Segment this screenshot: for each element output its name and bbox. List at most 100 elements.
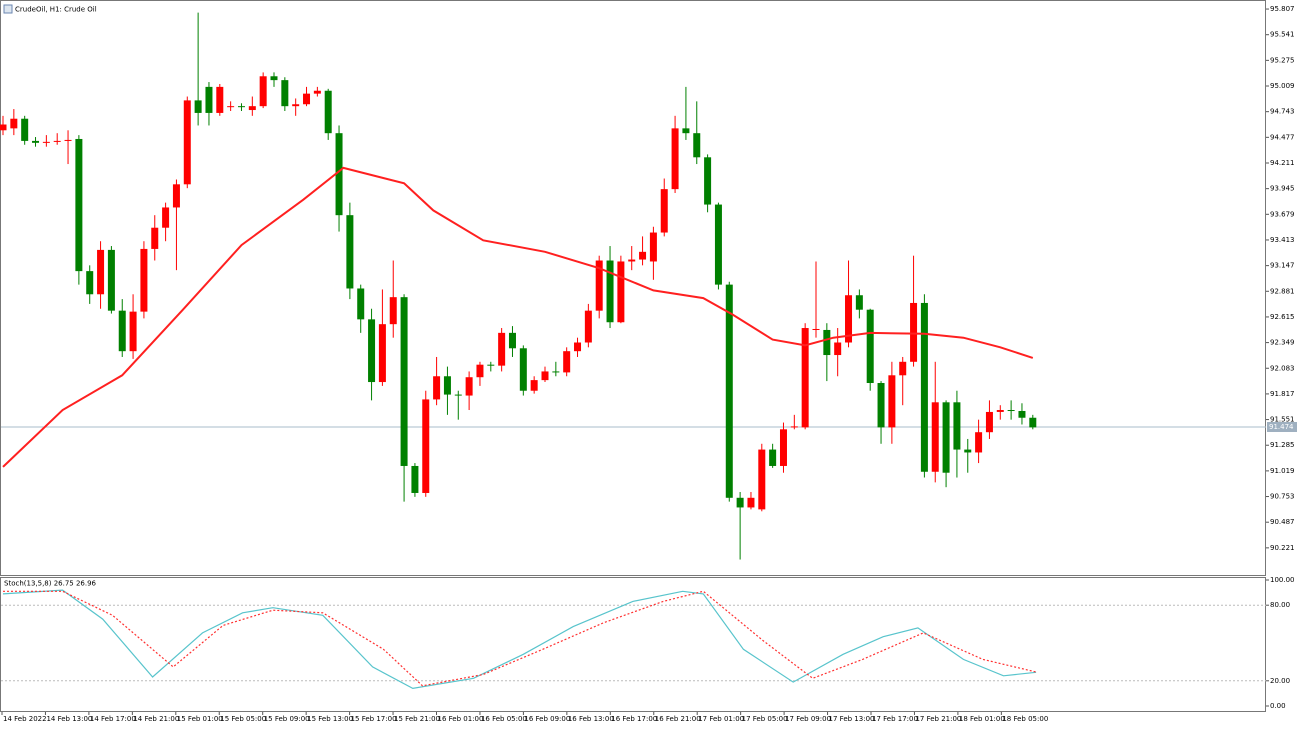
- x-tick-label: 15 Feb 09:00: [264, 715, 310, 723]
- y-tick-label: 20.00: [1270, 677, 1290, 685]
- candle-body: [86, 271, 94, 295]
- candle-body: [140, 248, 148, 312]
- candle-body: [628, 259, 636, 262]
- x-tick-label: 17 Feb 09:00: [785, 715, 831, 723]
- candle-body: [465, 377, 473, 396]
- y-tick-label: 92.083: [1270, 364, 1295, 372]
- x-tick-label: 17 Feb 05:00: [742, 715, 788, 723]
- candle-body: [227, 106, 235, 108]
- candle-body: [823, 329, 831, 356]
- candle-body: [1018, 410, 1026, 418]
- x-tick-label: 17 Feb 17:00: [872, 715, 918, 723]
- x-tick-label: 16 Feb 09:00: [524, 715, 570, 723]
- candle-body: [801, 328, 809, 428]
- y-tick-label: 91.551: [1270, 416, 1295, 424]
- candle-body: [563, 351, 571, 373]
- candle-body: [433, 376, 441, 400]
- candle-body: [899, 361, 907, 376]
- candle-body: [985, 411, 993, 433]
- y-tick-label: 90.221: [1270, 544, 1295, 552]
- candle-body: [1007, 410, 1015, 412]
- moving-average: [2, 166, 1034, 468]
- candle-body: [931, 402, 939, 472]
- candle-body: [64, 139, 72, 141]
- candle-body: [346, 215, 354, 289]
- candle-body: [259, 76, 267, 107]
- candle-body: [834, 342, 842, 356]
- last-price-label: 91.474: [1269, 423, 1294, 431]
- y-tick-label: 93.147: [1270, 262, 1295, 270]
- x-tick-label: 17 Feb 13:00: [829, 715, 875, 723]
- x-tick-label: 15 Feb 05:00: [220, 715, 266, 723]
- y-tick-label: 95.009: [1270, 82, 1295, 90]
- candle-body: [530, 380, 538, 391]
- candle-body: [216, 86, 224, 113]
- stoch-line: [3, 590, 1037, 687]
- y-tick-label: 80.00: [1270, 601, 1290, 609]
- candle-body: [519, 348, 527, 391]
- candle-body: [584, 310, 592, 343]
- stoch-panel: [0, 577, 1266, 712]
- y-tick-label: 92.349: [1270, 339, 1295, 347]
- y-tick-label: 93.945: [1270, 185, 1295, 193]
- last-price-box: [1267, 421, 1297, 432]
- stoch-line: [2, 589, 1037, 690]
- candle-body: [498, 332, 506, 366]
- candle-body: [151, 227, 159, 249]
- y-tick-label: 94.211: [1270, 159, 1295, 167]
- candle-body: [888, 375, 896, 428]
- y-tick-label: 92.881: [1270, 287, 1295, 295]
- stoch-title: Stoch(13,5,8) 26.75 26.96: [4, 580, 97, 588]
- candle-body: [541, 371, 549, 381]
- candle-body: [508, 332, 516, 349]
- candle-body: [118, 310, 126, 352]
- candle-body: [42, 141, 50, 143]
- candle-body: [205, 86, 213, 113]
- candle-body: [270, 76, 278, 81]
- y-tick-label: 95.275: [1270, 56, 1295, 64]
- x-tick-label: 15 Feb 17:00: [351, 715, 397, 723]
- candle-body: [194, 100, 202, 113]
- candle-body: [975, 432, 983, 453]
- y-tick-label: 91.019: [1270, 467, 1295, 475]
- candle-body: [790, 426, 798, 428]
- x-tick-label: 16 Feb 01:00: [438, 715, 484, 723]
- candle-body: [617, 261, 625, 323]
- y-tick-label: 100.00: [1270, 576, 1295, 584]
- candle-body: [487, 364, 495, 366]
- x-tick-label: 18 Feb 01:00: [959, 715, 1005, 723]
- candle-body: [237, 106, 245, 108]
- candle-body: [292, 104, 300, 107]
- y-tick-label: 92.615: [1270, 313, 1295, 321]
- candle-body: [21, 118, 29, 141]
- candle-body: [758, 449, 766, 510]
- candle-body: [357, 288, 365, 320]
- candle-body: [660, 189, 668, 233]
- x-tick-label: 15 Feb 21:00: [394, 715, 440, 723]
- candle-body: [595, 260, 603, 311]
- candle-body: [996, 410, 1004, 412]
- x-tick-label: 14 Feb 2022: [3, 715, 47, 723]
- y-tick-label: 93.679: [1270, 210, 1295, 218]
- x-tick-label: 17 Feb 21:00: [915, 715, 961, 723]
- candle-body: [172, 184, 180, 208]
- candle-body: [574, 342, 582, 352]
- candle-body: [704, 157, 712, 205]
- candle-body: [32, 140, 40, 143]
- candle-body: [812, 328, 820, 330]
- candle-body: [368, 319, 376, 383]
- candle-body: [942, 402, 950, 473]
- candle-body: [248, 106, 256, 111]
- x-tick-label: 14 Feb 17:00: [90, 715, 136, 723]
- candle-body: [303, 93, 311, 105]
- candle-body: [920, 302, 928, 472]
- candle-body: [693, 133, 701, 158]
- x-tick-label: 16 Feb 05:00: [481, 715, 527, 723]
- y-tick-label: 94.743: [1270, 108, 1295, 116]
- candle-body: [281, 80, 289, 107]
- candle-body: [183, 100, 191, 185]
- candle-body: [1029, 417, 1037, 428]
- main-panel: [0, 0, 1266, 576]
- candle-body: [389, 297, 397, 325]
